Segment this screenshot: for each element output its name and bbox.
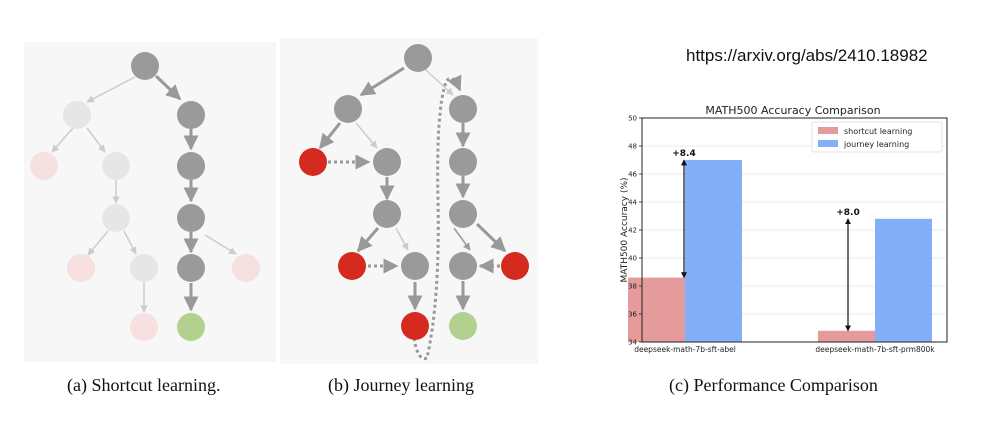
y-tick-label: 40 [628,255,637,263]
tree-node [334,95,362,123]
tree-node [63,101,91,129]
tree-edges [51,74,237,313]
caption-a: (a) Shortcut learning. [67,375,221,395]
tree-node-error [338,252,366,280]
tree-node [373,148,401,176]
tree-edges [318,66,507,361]
y-tick-label: 50 [628,115,637,123]
tree-node [177,101,205,129]
legend-swatch-shortcut [818,127,838,134]
shortcut-learning-diagram [24,42,276,362]
legend-label-journey: journey learning [843,140,909,149]
x-tick-label: deepseek-math-7b-sft-prm800k [815,345,935,354]
panel-background [24,42,276,362]
legend-label-shortcut: shortcut learning [844,127,912,136]
tree-node-error [130,313,158,341]
tree-node-error [67,254,95,282]
y-tick-label: 34 [628,339,637,347]
x-tick-label: deepseek-math-7b-sft-abel [634,345,736,354]
chart-bars [628,160,932,342]
chart-title: MATH500 Accuracy Comparison [705,104,880,117]
tree-node [449,200,477,228]
chart-legend: shortcut learning journey learning [811,121,943,153]
caption-c: (c) Performance Comparison [669,375,878,395]
bar-shortcut-1 [818,330,875,342]
y-tick-label: 48 [628,143,637,151]
tree-node [177,152,205,180]
y-tick-label: 42 [628,227,637,235]
tree-node-root [131,52,159,80]
tree-node-root [404,44,432,72]
bar-journey-1 [875,218,932,342]
tree-node-answer [177,313,205,341]
tree-node-error [299,148,327,176]
tree-node-answer [449,312,477,340]
tree-node [449,148,477,176]
tree-node [177,254,205,282]
tree-node-error [401,312,429,340]
tree-node [177,204,205,232]
y-tick-label: 38 [628,283,637,291]
legend-swatch-journey [818,140,838,147]
x-axis-ticks: deepseek-math-7b-sft-abel deepseek-math-7… [634,345,935,354]
tree-node-error [232,254,260,282]
y-tick-label: 36 [628,311,637,319]
tree-node [401,252,429,280]
tree-node [449,252,477,280]
journey-learning-diagram [280,38,538,364]
tree-node-error [30,152,58,180]
tree-node-error [501,252,529,280]
y-axis-label: MATH500 Accuracy (%) [620,177,630,282]
bar-journey-0 [685,160,742,342]
tree-node [102,204,130,232]
chart-annotations: +8.4 +8.0 [672,149,860,332]
bar-shortcut-0 [628,277,685,342]
difference-label: +8.4 [672,149,695,159]
tree-node [102,152,130,180]
tree-node [130,254,158,282]
y-tick-label: 44 [628,199,637,207]
tree-node [373,200,401,228]
paper-url[interactable]: https://arxiv.org/abs/2410.18982 [686,46,928,65]
tree-node [449,95,477,123]
y-tick-label: 46 [628,171,637,179]
accuracy-bar-chart: MATH500 Accuracy Comparison +8.4+8.0 343… [620,104,948,354]
difference-label: +8.0 [836,208,859,218]
caption-b: (b) Journey learning [328,375,474,395]
y-axis-ticks: 34 36 38 40 42 44 46 48 50 [628,115,642,347]
